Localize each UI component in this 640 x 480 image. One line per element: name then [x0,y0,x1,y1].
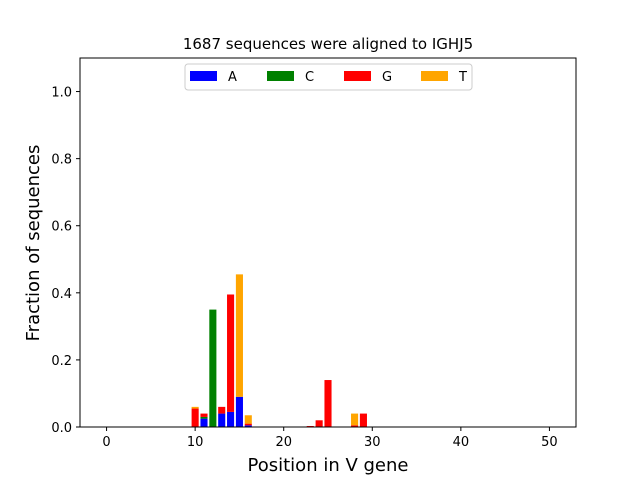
legend-swatch-G [344,71,371,81]
bar-G-pos-23 [306,425,314,427]
bars-layer [191,274,367,427]
x-axis-label: Position in V gene [248,455,409,476]
legend-label-A: A [228,70,237,85]
x-tick-label: 30 [364,435,381,450]
bar-T-pos-28 [351,413,359,426]
plot-frame [79,57,577,428]
bar-T-pos-15 [235,274,243,397]
bar-A-pos-16 [244,425,252,427]
bar-A-pos-14 [227,411,235,427]
bar-A-pos-11 [200,418,208,427]
bar-A-pos-15 [235,396,243,427]
x-tick-label: 50 [541,435,558,450]
bar-G-pos-28 [351,425,359,427]
bar-C-pos-11 [200,416,208,419]
x-tick-label: 0 [102,435,110,450]
bar-G-pos-10 [191,408,199,427]
y-tick-label: 1.0 [51,86,72,101]
chart-title: 1687 sequences were aligned to IGHJ5 [183,35,473,53]
x-tick-label: 20 [275,435,292,450]
legend-label-C: C [305,70,314,85]
bar-G-pos-24 [315,420,323,427]
y-tick-label: 0.6 [51,220,72,235]
bar-G-pos-14 [227,294,235,412]
y-tick-label: 0.0 [51,421,72,436]
y-axis: 0.0 0.2 0.4 0.6 0.8 1.0 [51,86,80,436]
x-axis: 0 10 20 30 40 50 [102,427,558,450]
bar-G-pos-13 [218,406,226,414]
legend-label-G: G [382,70,392,85]
bar-G-pos-16 [244,423,252,426]
legend-swatch-T [421,71,448,81]
legend-swatch-C [267,71,294,81]
legend-label-T: T [458,70,467,85]
y-axis-label: Fraction of sequences [23,145,44,342]
y-tick-label: 0.8 [51,153,72,168]
x-tick-label: 40 [453,435,470,450]
x-tick-label: 10 [187,435,204,450]
bar-G-pos-29 [359,413,367,427]
bar-G-pos-11 [200,413,208,417]
y-tick-label: 0.2 [51,354,72,369]
bar-T-pos-10 [191,406,199,409]
bar-G-pos-25 [324,380,332,427]
bar-C-pos-12 [209,309,217,427]
legend-box [184,63,473,91]
bar-T-pos-16 [244,415,252,424]
legend-swatch-A [190,71,217,81]
bar-A-pos-13 [218,413,226,427]
y-tick-label: 0.4 [51,287,72,302]
